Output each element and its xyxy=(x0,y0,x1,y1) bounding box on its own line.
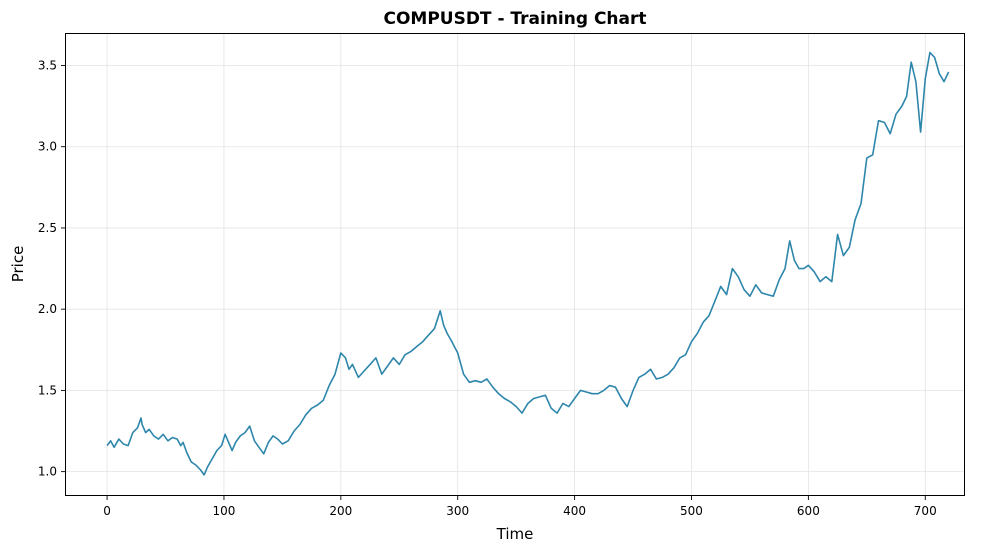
x-axis-label: Time xyxy=(496,525,534,543)
y-tick-label: 2.0 xyxy=(38,302,57,316)
grid xyxy=(65,33,965,496)
x-tick-label: 200 xyxy=(329,504,352,518)
plot-frame xyxy=(65,33,965,496)
x-tick-label: 500 xyxy=(680,504,703,518)
x-axis: 0 100 200 300 400 500 600 700 xyxy=(103,496,937,518)
price-series-line xyxy=(106,51,950,476)
y-axis-label: Price xyxy=(9,246,27,283)
y-axis: 1.0 1.5 2.0 2.5 3.0 3.5 xyxy=(38,58,65,479)
x-tick-label: 400 xyxy=(563,504,586,518)
x-tick-label: 600 xyxy=(797,504,820,518)
series-layer xyxy=(106,51,950,476)
x-tick-label: 300 xyxy=(446,504,469,518)
x-tick-label: 0 xyxy=(103,504,111,518)
y-tick-label: 2.5 xyxy=(38,221,57,235)
y-tick-label: 3.5 xyxy=(38,58,57,72)
x-tick-label: 100 xyxy=(213,504,236,518)
y-tick-label: 1.0 xyxy=(38,465,57,479)
x-tick-label: 700 xyxy=(914,504,937,518)
y-tick-label: 1.5 xyxy=(38,383,57,397)
y-tick-label: 3.0 xyxy=(38,140,57,154)
chart-title: COMPUSDT - Training Chart xyxy=(383,9,646,29)
